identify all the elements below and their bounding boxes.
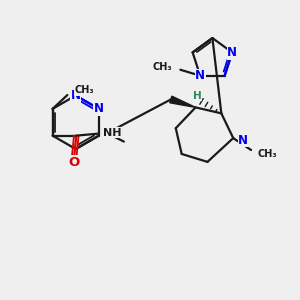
Text: N: N: [71, 89, 81, 102]
Text: NH: NH: [103, 128, 122, 138]
Text: H: H: [193, 91, 202, 100]
Text: O: O: [69, 156, 80, 169]
Polygon shape: [170, 96, 196, 107]
Text: N: N: [227, 46, 237, 59]
Text: N: N: [238, 134, 248, 147]
Text: N: N: [94, 102, 104, 116]
Text: CH₃: CH₃: [153, 62, 172, 72]
Text: N: N: [195, 69, 205, 82]
Text: CH₃: CH₃: [258, 149, 278, 159]
Text: CH₃: CH₃: [74, 85, 94, 95]
